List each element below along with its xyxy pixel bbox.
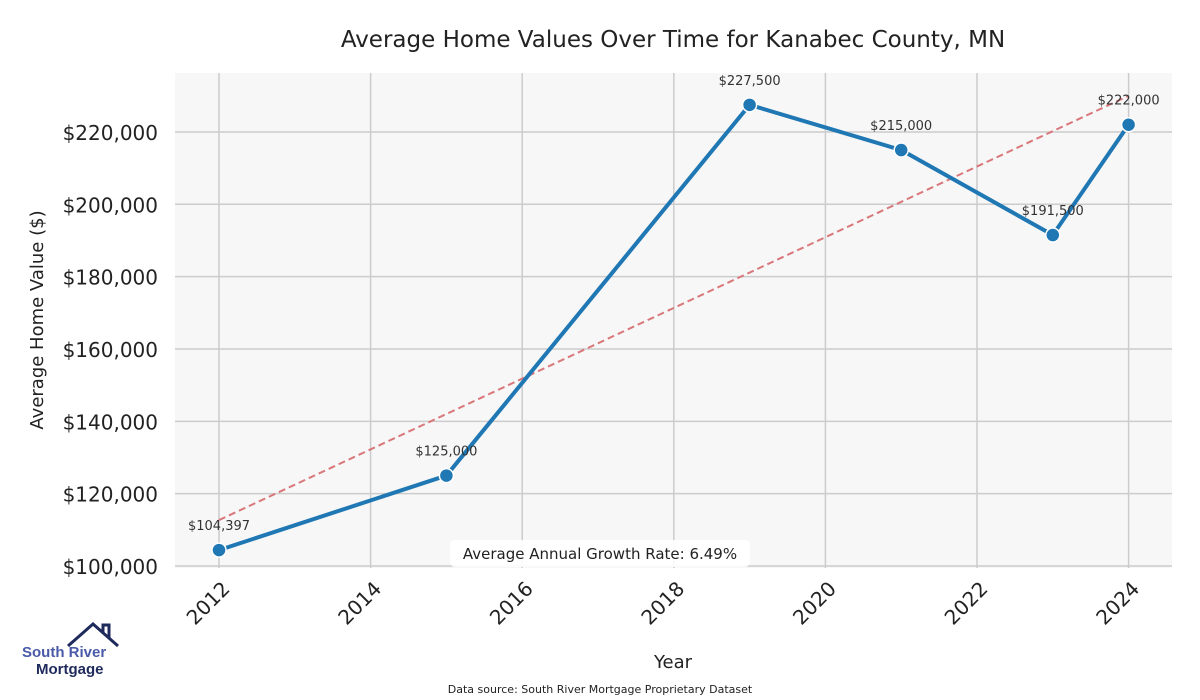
data-label: $222,000 bbox=[1098, 94, 1160, 109]
logo-line1: South River bbox=[22, 644, 107, 661]
y-tick-label: $140,000 bbox=[63, 410, 158, 434]
growth-rate-box bbox=[450, 540, 750, 567]
data-point bbox=[741, 97, 758, 113]
logo-line2: Mortgage bbox=[36, 661, 104, 678]
data-label: $215,000 bbox=[870, 119, 932, 134]
data-point bbox=[438, 467, 455, 484]
data-point bbox=[211, 542, 227, 558]
trend-line bbox=[218, 94, 1130, 521]
y-tick-label: $100,000 bbox=[63, 555, 158, 579]
x-tick-label: 2020 bbox=[788, 577, 841, 630]
chart-title: Average Home Values Over Time for Kanabe… bbox=[341, 27, 1005, 53]
south-river-mortgage-logo: South River Mortgage bbox=[20, 620, 120, 680]
data-point bbox=[1045, 227, 1061, 243]
logo-house-icon bbox=[67, 622, 119, 648]
x-tick-label: 2022 bbox=[940, 577, 993, 630]
data-point bbox=[1120, 116, 1137, 133]
x-tick-label: 2012 bbox=[182, 577, 235, 630]
y-tick-label: $220,000 bbox=[63, 121, 158, 145]
x-tick-label: 2014 bbox=[333, 577, 386, 630]
y-tick-label: $180,000 bbox=[63, 266, 158, 290]
x-axis-label: Year bbox=[653, 652, 693, 673]
y-tick-label: $200,000 bbox=[63, 193, 158, 217]
y-tick-label: $120,000 bbox=[63, 483, 158, 507]
y-axis-label: Average Home Value ($) bbox=[27, 210, 48, 429]
series-line bbox=[218, 102, 1131, 552]
growth-rate-annotation: Average Annual Growth Rate: 6.49% bbox=[463, 545, 737, 563]
x-tick-label: 2018 bbox=[636, 577, 689, 630]
data-label: $104,397 bbox=[188, 519, 250, 534]
data-source: Data source: South River Mortgage Propri… bbox=[448, 683, 753, 696]
x-tick-label: 2024 bbox=[1091, 577, 1144, 630]
data-label: $227,500 bbox=[719, 74, 781, 89]
data-label: $191,500 bbox=[1022, 204, 1084, 219]
data-label: $125,000 bbox=[415, 445, 477, 460]
data-point bbox=[893, 142, 909, 158]
y-tick-label: $160,000 bbox=[63, 338, 158, 362]
x-tick-label: 2016 bbox=[485, 577, 538, 630]
